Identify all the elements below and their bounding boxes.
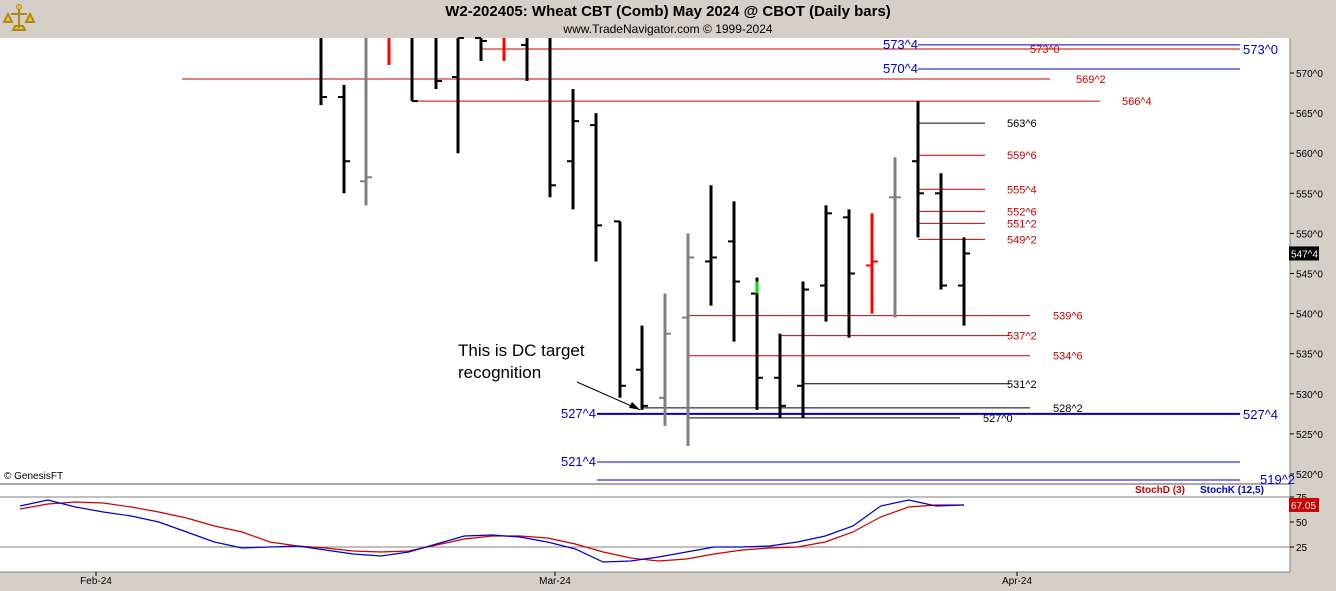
level-label-12: 537^2 bbox=[1007, 331, 1037, 343]
price-tick-label-9: 565^0 bbox=[1296, 109, 1323, 120]
stoch-k-legend: StochK (12,5) bbox=[1200, 485, 1264, 496]
price-tick-label-7: 555^0 bbox=[1296, 189, 1323, 200]
price-tick-label-8: 560^0 bbox=[1296, 149, 1323, 160]
time-tick-label-1: Mar-24 bbox=[539, 576, 571, 587]
genesis-logo-icon bbox=[3, 2, 35, 36]
price-tick-label-4: 540^0 bbox=[1296, 310, 1323, 321]
price-tick-label-6: 550^0 bbox=[1296, 229, 1323, 240]
oscillator-panel bbox=[0, 485, 1290, 572]
level-label-8: 552^6 bbox=[1007, 206, 1037, 218]
level-label-17: 527^4 bbox=[561, 406, 596, 421]
osc-tick-label-0: 25 bbox=[1296, 543, 1308, 554]
level-label-7: 555^4 bbox=[1007, 184, 1037, 196]
chart-title: W2-202405: Wheat CBT (Comb) May 2024 @ C… bbox=[445, 3, 891, 20]
level-label-6: 559^6 bbox=[1007, 150, 1037, 162]
level-label-10: 549^2 bbox=[1007, 234, 1037, 246]
level-label-9: 551^2 bbox=[1007, 218, 1037, 230]
price-tick-label-1: 525^0 bbox=[1296, 430, 1323, 441]
level-label-18: 521^4 bbox=[561, 454, 596, 469]
price-tick-label-0: 520^0 bbox=[1296, 470, 1323, 481]
level-label-13: 534^6 bbox=[1053, 351, 1083, 363]
dc-target-annotation: This is DC target recognition bbox=[458, 341, 641, 411]
level-label-11: 539^6 bbox=[1053, 311, 1083, 323]
last-price-label: 547^4 bbox=[1291, 249, 1318, 260]
right-level-label-0: 573^0 bbox=[1243, 42, 1278, 57]
level-label-16: 527^0 bbox=[983, 413, 1013, 425]
price-tick-label-5: 545^0 bbox=[1296, 270, 1323, 281]
price-tick-label-2: 530^0 bbox=[1296, 390, 1323, 401]
level-label-3: 569^2 bbox=[1076, 74, 1106, 86]
osc-tick-label-1: 50 bbox=[1296, 518, 1308, 529]
annotation-arrow bbox=[576, 381, 641, 411]
last-price-box bbox=[1289, 246, 1319, 261]
level-label-14: 531^2 bbox=[1007, 379, 1037, 391]
watermark: © GenesisFT bbox=[4, 471, 63, 482]
level-label-5: 563^6 bbox=[1007, 118, 1037, 130]
stoch-series-0 bbox=[19, 501, 964, 562]
annotation-arrow-head bbox=[629, 401, 640, 410]
price-axis: 520^0 525^0 530^0 535^0 540^0 545^0 550^0 555^0… bbox=[1289, 69, 1323, 481]
level-label-1: 573^4 bbox=[883, 37, 918, 52]
level-label-19: 519^2 bbox=[1260, 472, 1295, 487]
copyright-text: www.TradeNavigator.com © 1999-2024 bbox=[563, 22, 773, 36]
chart-header: W2-202405: Wheat CBT (Comb) May 2024 @ C… bbox=[0, 0, 1336, 38]
level-label-2: 570^4 bbox=[883, 61, 918, 76]
stoch-d-legend: StochD (3) bbox=[1135, 485, 1185, 496]
stoch-last-value-label: 67.05 bbox=[1291, 501, 1316, 512]
price-bars bbox=[319, 37, 970, 446]
price-panel bbox=[0, 38, 1290, 483]
level-label-15: 528^2 bbox=[1053, 403, 1083, 415]
time-tick-label-2: Apr-24 bbox=[1002, 576, 1032, 587]
price-tick-label-3: 535^0 bbox=[1296, 350, 1323, 361]
stoch-last-value-box bbox=[1289, 497, 1319, 512]
price-levels: 573^0 573^4 570^4 569^2 566^4 563^6 559^6 555^4… bbox=[182, 37, 1295, 487]
annotation-line-2: recognition bbox=[458, 363, 541, 382]
right-level-label-1: 527^4 bbox=[1243, 407, 1278, 422]
stoch-series-1 bbox=[19, 499, 965, 563]
price-tick-label-10: 570^0 bbox=[1296, 69, 1323, 80]
annotation-line-1: This is DC target bbox=[458, 341, 585, 360]
level-label-0: 573^0 bbox=[1030, 44, 1060, 56]
level-label-4: 566^4 bbox=[1122, 96, 1152, 108]
time-tick-label-0: Feb-24 bbox=[80, 576, 112, 587]
